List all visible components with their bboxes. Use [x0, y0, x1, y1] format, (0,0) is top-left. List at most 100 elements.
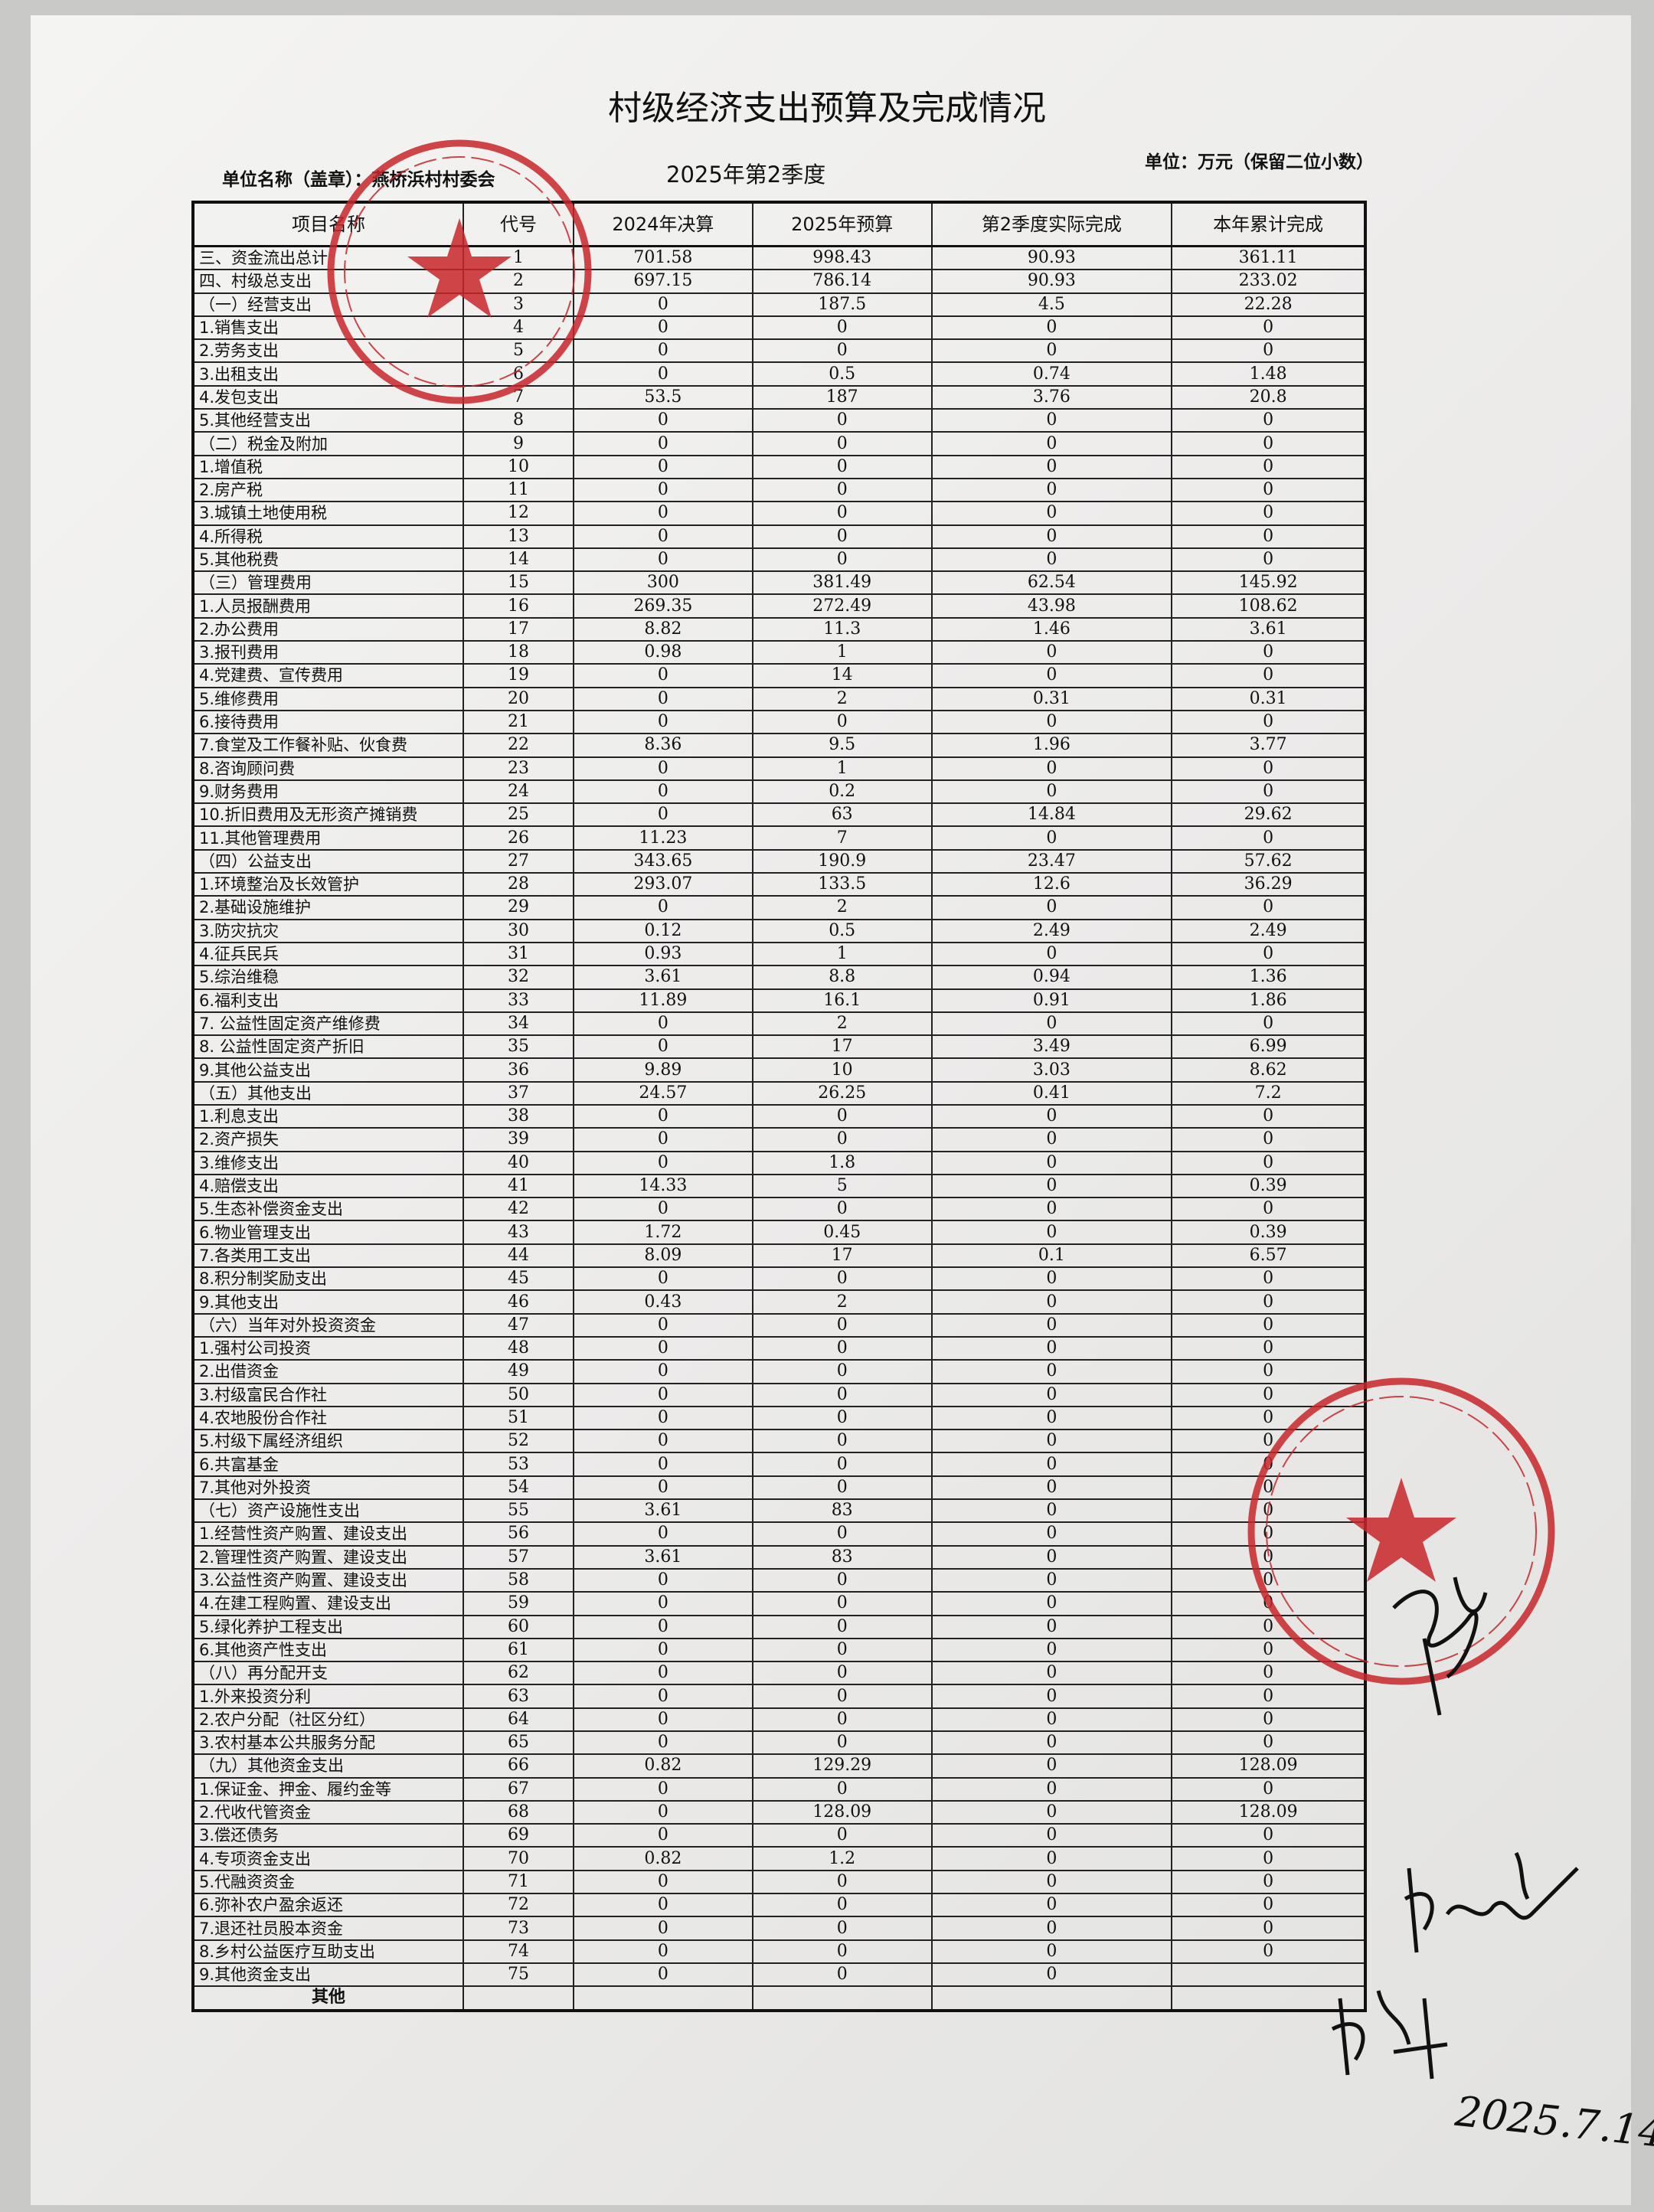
- cell-ytd: 108.62: [1171, 593, 1366, 619]
- cell-code: 37: [463, 1080, 574, 1106]
- cell-q2-actual: 0: [930, 895, 1173, 920]
- cell-ytd: 0: [1171, 1312, 1366, 1338]
- cell-2024-final: 0: [573, 1567, 753, 1593]
- cell-ytd: 361.11: [1171, 245, 1366, 271]
- cell-ytd: 0: [1171, 1776, 1366, 1802]
- cell-2024-final: 11.89: [573, 988, 753, 1013]
- cell-item-name: 6.弥补农户盈余返还: [192, 1893, 464, 1918]
- cell-q2-actual: 0: [930, 1429, 1173, 1454]
- cell-code: 12: [463, 501, 574, 526]
- cell-item-name: 2.房产税: [192, 477, 464, 503]
- cell-item-name: 4.专项资金支出: [192, 1846, 464, 1871]
- cell-q2-actual: 0: [930, 524, 1173, 549]
- cell-code: 31: [463, 941, 574, 967]
- cell-2025-budget: 0: [751, 1776, 933, 1802]
- cell-empty: [463, 1985, 574, 2011]
- cell-q2-actual: 0: [930, 1335, 1173, 1361]
- cell-code: 36: [463, 1057, 574, 1083]
- cell-2024-final: 0: [573, 1521, 753, 1547]
- cell-ytd: 0.39: [1171, 1220, 1366, 1245]
- table-row: 5.代融资资金 71 0 0 0 0: [192, 1869, 1366, 1895]
- table-row: 8.咨询顾问费 23 0 1 0 0: [192, 756, 1366, 781]
- table-row: 1.环境整治及长效管护 28 293.07 133.5 12.6 36.29: [192, 872, 1366, 897]
- table-row: 2.代收代管资金 68 0 128.09 0 128.09: [192, 1799, 1366, 1825]
- cell-2024-final: 9.89: [573, 1057, 753, 1083]
- cell-2025-budget: 2: [751, 686, 933, 711]
- table-row: 2.劳务支出 5 0 0 0 0: [192, 338, 1366, 364]
- table-row: 1.人员报酬费用 16 269.35 272.49 43.98 108.62: [192, 593, 1366, 619]
- cell-code: 49: [463, 1359, 574, 1384]
- table-row: 2.资产损失 39 0 0 0 0: [192, 1127, 1366, 1152]
- cell-ytd: 0: [1171, 779, 1366, 805]
- cell-code: 2: [463, 269, 574, 294]
- table-header-row: 项目名称 代号 2024年决算 2025年预算 第2季度实际完成 本年累计完成: [192, 201, 1366, 247]
- cell-ytd: 0: [1171, 1869, 1366, 1895]
- cell-2025-budget: 0: [751, 1591, 933, 1616]
- cell-code: 55: [463, 1498, 574, 1524]
- table-row: 2.房产税 11 0 0 0 0: [192, 477, 1366, 503]
- cell-item-name: 10.折旧费用及无形资产摊销费: [192, 802, 464, 828]
- cell-2024-final: 53.5: [573, 384, 753, 410]
- cell-2024-final: 3.61: [573, 965, 753, 990]
- cell-2024-final: 0.43: [573, 1289, 753, 1315]
- cell-item-name: 4.征兵民兵: [192, 941, 464, 967]
- table-row: 7. 公益性固定资产维修费 34 0 2 0 0: [192, 1011, 1366, 1037]
- cell-ytd: 0: [1171, 408, 1366, 433]
- cell-ytd: 0: [1171, 1498, 1366, 1524]
- cell-item-name: 3.城镇土地使用税: [192, 501, 464, 526]
- unit-name: 单位名称（盖章）：燕桥浜村村委会: [222, 170, 495, 190]
- cell-2024-final: 0: [573, 454, 753, 479]
- cell-2025-budget: 0: [751, 1567, 933, 1593]
- cell-code: 60: [463, 1614, 574, 1639]
- cell-item-name: 1.强村公司投资: [192, 1335, 464, 1361]
- table-row: 6.其他资产性支出 61 0 0 0 0: [192, 1637, 1366, 1663]
- cell-2024-final: 14.33: [573, 1173, 753, 1199]
- cell-q2-actual: 0: [930, 1289, 1173, 1315]
- cell-2024-final: 0: [573, 1127, 753, 1152]
- cell-q2-actual: 0: [930, 1823, 1173, 1848]
- cell-item-name: 2.办公费用: [192, 616, 464, 642]
- cell-q2-actual: 14.84: [930, 802, 1173, 828]
- cell-item-name: 1.利息支出: [192, 1103, 464, 1129]
- table-row: 2.基础设施维护 29 0 2 0 0: [192, 895, 1366, 920]
- cell-item-name: 1.保证金、押金、履约金等: [192, 1776, 464, 1802]
- cell-2025-budget: 0: [751, 338, 933, 364]
- cell-2025-budget: 0: [751, 709, 933, 735]
- cell-ytd: 0: [1171, 1823, 1366, 1848]
- cell-item-name: 11.其他管理费用: [192, 825, 464, 851]
- cell-q2-actual: 0: [930, 1661, 1173, 1686]
- cell-2025-budget: 16.1: [751, 988, 933, 1013]
- cell-2025-budget: 0: [751, 1359, 933, 1384]
- table-row: 5.综治维稳 32 3.61 8.8 0.94 1.36: [192, 965, 1366, 990]
- cell-2024-final: 0: [573, 1405, 753, 1431]
- cell-2025-budget: 0.5: [751, 918, 933, 943]
- cell-2024-final: 3.61: [573, 1544, 753, 1570]
- cell-ytd: 0: [1171, 1544, 1366, 1570]
- cell-2025-budget: 0: [751, 1197, 933, 1222]
- cell-2025-budget: 0: [751, 477, 933, 503]
- cell-ytd: 0: [1171, 1405, 1366, 1431]
- cell-ytd: 0: [1171, 338, 1366, 364]
- cell-2024-final: 0: [573, 524, 753, 549]
- cell-2025-budget: 0: [751, 1614, 933, 1639]
- cell-code: 38: [463, 1103, 574, 1129]
- cell-q2-actual: 0: [930, 408, 1173, 433]
- cell-item-name: 5.其他经营支出: [192, 408, 464, 433]
- cell-q2-actual: 0: [930, 1103, 1173, 1129]
- cell-2024-final: 0: [573, 338, 753, 364]
- cell-2025-budget: 11.3: [751, 616, 933, 642]
- cell-code: 53: [463, 1452, 574, 1477]
- cell-2024-final: 1.72: [573, 1220, 753, 1245]
- cell-ytd: 128.09: [1171, 1753, 1366, 1779]
- cell-ytd: 0: [1171, 1011, 1366, 1037]
- cell-ytd: 0: [1171, 709, 1366, 735]
- cell-item-name: 2.资产损失: [192, 1127, 464, 1152]
- cell-2024-final: 0: [573, 1150, 753, 1175]
- table-row: 9.财务费用 24 0 0.2 0 0: [192, 779, 1366, 805]
- cell-item-name: 3.维修支出: [192, 1150, 464, 1175]
- cell-ytd: 7.2: [1171, 1080, 1366, 1106]
- header-ytd: 本年累计完成: [1171, 201, 1366, 247]
- table-row: 2.出借资金 49 0 0 0 0: [192, 1359, 1366, 1384]
- cell-2024-final: 0: [573, 1893, 753, 1918]
- table-row: 9.其他资金支出 75 0 0 0: [192, 1962, 1366, 1988]
